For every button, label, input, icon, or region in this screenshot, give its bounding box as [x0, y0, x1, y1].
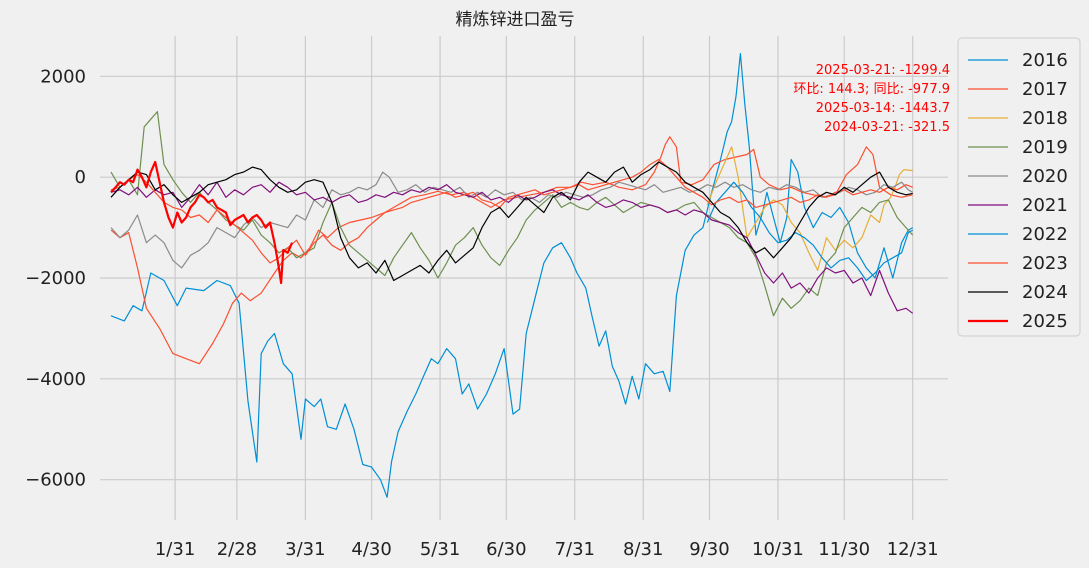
annotation-block: 2025-03-21: -1299.4 环比: 144.3; 同比: -977.9… — [793, 63, 950, 135]
series-line-2022 — [706, 181, 913, 282]
annotation-line: 2025-03-14: -1443.7 — [816, 101, 950, 116]
series-line-2019 — [110, 111, 914, 317]
y-tick-label: −4000 — [25, 369, 86, 390]
x-tick-label: 6/30 — [486, 539, 526, 560]
x-axis-ticks: 1/31 2/28 3/31 4/30 5/31 6/30 7/31 8/31 9/30 10/3… — [155, 539, 939, 560]
x-tick-label: 2/28 — [217, 539, 257, 560]
annotation-line: 2024-03-21: -321.5 — [824, 120, 950, 135]
x-tick-label: 10/31 — [752, 539, 804, 560]
legend-label-2019: 2019 — [1022, 137, 1068, 158]
series-line-2020 — [110, 171, 913, 269]
series-line-2021 — [110, 181, 914, 314]
legend-label-2020: 2020 — [1022, 166, 1068, 187]
series-line-2025 — [110, 160, 294, 285]
annotation-line: 2025-03-21: -1299.4 — [816, 63, 950, 78]
legend-label-2023: 2023 — [1022, 253, 1068, 274]
legend-label-2017: 2017 — [1022, 79, 1068, 100]
legend-label-2025: 2025 — [1022, 311, 1068, 332]
legend: 2016 2017 2018 2019 2020 2021 2022 2023 2024 2025 — [957, 37, 1081, 337]
x-tick-label: 11/30 — [818, 539, 870, 560]
y-axis-ticks: 2000 0 −2000 −4000 −6000 — [25, 66, 86, 490]
y-tick-label: −2000 — [25, 268, 86, 289]
y-tick-label: 2000 — [40, 66, 86, 87]
series-line-2017 — [110, 136, 913, 365]
x-tick-label: 5/31 — [420, 539, 460, 560]
series-line-2024 — [110, 161, 913, 282]
legend-label-2022: 2022 — [1022, 224, 1068, 245]
x-tick-label: 9/30 — [689, 539, 729, 560]
legend-label-2024: 2024 — [1022, 282, 1068, 303]
legend-frame — [957, 37, 1081, 337]
x-tick-label: 8/31 — [623, 539, 663, 560]
x-tick-label: 7/31 — [555, 539, 595, 560]
x-tick-label: 1/31 — [155, 539, 195, 560]
series-line-2018 — [706, 146, 913, 271]
legend-label-2018: 2018 — [1022, 108, 1068, 129]
series-line-2023 — [110, 158, 913, 264]
x-tick-label: 3/31 — [285, 539, 325, 560]
legend-label-2021: 2021 — [1022, 195, 1068, 216]
grid — [100, 36, 948, 520]
x-tick-label: 12/31 — [887, 539, 939, 560]
x-tick-label: 4/30 — [351, 539, 391, 560]
series-lines — [110, 53, 914, 498]
chart-title: 精炼锌进口盈亏 — [456, 10, 575, 30]
y-tick-label: 0 — [75, 167, 86, 188]
series-line-2016 — [110, 53, 913, 498]
y-tick-label: −6000 — [25, 470, 86, 491]
annotation-line: 环比: 144.3; 同比: -977.9 — [793, 82, 950, 97]
legend-label-2016: 2016 — [1022, 50, 1068, 71]
